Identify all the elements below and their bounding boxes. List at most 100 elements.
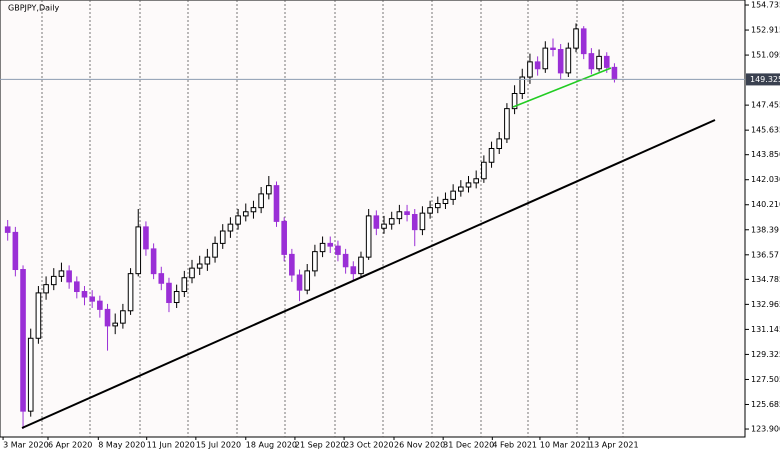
x-tick-label: 23 Oct 2020 (344, 441, 393, 450)
candle-body (212, 242, 218, 258)
last-price-box (746, 73, 780, 86)
candle-body (427, 207, 433, 214)
y-tick-label: 127.505 (751, 375, 780, 384)
candle-body (219, 230, 226, 244)
y-tick-label: 142.030 (751, 175, 780, 184)
candle-body (504, 108, 510, 140)
candle-body (20, 269, 26, 412)
candle-body (534, 61, 541, 70)
candle-body (97, 300, 103, 310)
candle-body (319, 242, 326, 253)
candle-body (603, 55, 610, 68)
candle-body (204, 256, 211, 265)
candle-body (235, 215, 241, 225)
candle-body (173, 291, 180, 304)
y-tick-label: 129.325 (751, 350, 780, 359)
candle-body (12, 231, 19, 271)
candle-body (296, 274, 303, 291)
candle-body (312, 251, 318, 272)
x-tick-label: 31 Dec 2020 (443, 441, 494, 450)
candle-body (43, 284, 49, 294)
candle-body (588, 53, 595, 70)
chart-title: GBPJPY,Daily (8, 4, 59, 13)
candle-body (35, 292, 42, 339)
candle-body (596, 55, 602, 70)
candle-body (74, 281, 80, 293)
candle-body (434, 203, 441, 209)
candle-body (527, 61, 533, 78)
x-tick-label: 15 Jul 2020 (196, 441, 241, 450)
x-tick-label: 26 Nov 2020 (394, 441, 445, 450)
period-separators (41, 0, 624, 437)
candle-body (181, 277, 188, 293)
candle-body (135, 226, 142, 275)
candle-body (550, 47, 556, 51)
candle-body (342, 253, 349, 268)
candle-body (488, 148, 495, 163)
candle-body (557, 49, 564, 74)
y-tick-label: 138.39 (751, 225, 779, 234)
x-tick-label: 18 Aug 2020 (246, 441, 297, 450)
last-price-label: 149.325 (750, 75, 780, 84)
candle-body (127, 273, 134, 312)
y-tick-label: 136.57 (751, 250, 779, 259)
candle-body (27, 337, 34, 412)
candle-body (373, 215, 380, 229)
candle-body (189, 267, 195, 279)
plot-area (0, 0, 746, 438)
candle-body (242, 211, 249, 217)
x-tick-label: 6 Apr 2020 (48, 441, 92, 450)
candle-body (266, 185, 272, 195)
candle-body (304, 270, 311, 291)
trend-line-green (512, 67, 612, 108)
candle-body (458, 186, 464, 192)
candle-body (396, 211, 403, 220)
candle-body (196, 263, 203, 269)
candle-body (350, 266, 357, 275)
candle-body (89, 296, 95, 302)
x-tick-label: 21 Sep 2020 (295, 441, 346, 450)
y-tick-label: 131.145 (751, 325, 780, 334)
y-tick-label: 152.915 (751, 26, 780, 35)
y-tick-label: 143.850 (751, 150, 780, 159)
y-tick-label: 154.735 (751, 1, 780, 10)
y-tick-label: 132.965 (751, 300, 780, 309)
candle-body (365, 215, 372, 258)
candle-body (473, 178, 479, 184)
candles (4, 23, 618, 430)
y-tick-label: 125.685 (751, 400, 780, 409)
candle-body (335, 245, 341, 255)
candle-body (519, 76, 526, 95)
candle-body (511, 93, 518, 110)
candle-body (404, 211, 410, 216)
candle-body (120, 310, 126, 324)
candle-body (573, 28, 579, 49)
x-tick-label: 13 Apr 2021 (589, 441, 638, 450)
candle-body (58, 270, 65, 277)
candle-body (565, 47, 572, 74)
y-tick-label: 147.455 (751, 101, 780, 110)
y-tick-label: 134.785 (751, 275, 780, 284)
y-tick-label: 145.635 (751, 126, 780, 135)
x-tick-label: 4 Feb 2021 (492, 441, 537, 450)
y-tick-label: 151.095 (751, 51, 780, 60)
candle-body (150, 248, 157, 275)
candle-body (81, 291, 88, 298)
candle-body (289, 253, 295, 276)
candle-body (411, 214, 418, 231)
candle-body (580, 28, 587, 55)
candle-body (112, 322, 119, 327)
x-tick-label: 3 Mar 2020 (3, 441, 49, 450)
candle-body (273, 185, 280, 222)
x-tick-label: 10 Mar 2021 (540, 441, 591, 450)
candle-body (50, 275, 57, 286)
y-tick-label: 123.900 (751, 425, 780, 434)
candle-body (227, 223, 234, 232)
candle-body (481, 161, 487, 180)
trend-line (21, 119, 716, 429)
candle-body (4, 226, 11, 233)
candle-body (281, 220, 287, 255)
candle-body (258, 193, 264, 209)
candle-body (250, 207, 257, 213)
